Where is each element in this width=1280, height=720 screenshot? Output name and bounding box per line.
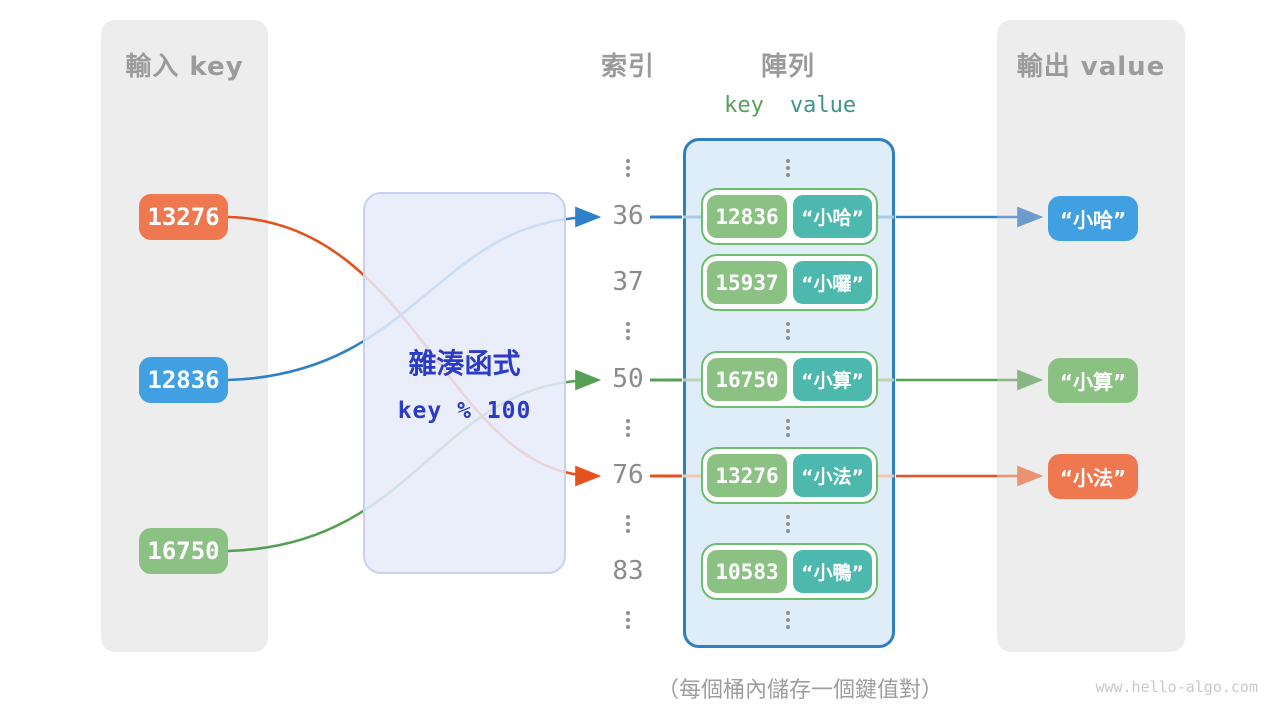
vertical-ellipsis-icon — [626, 322, 630, 326]
array-value-header: value — [789, 93, 857, 118]
vertical-ellipsis-icon — [626, 159, 630, 163]
bucket-row-83: 10583 “小鴨” — [701, 543, 878, 600]
bucket-key: 13276 — [707, 454, 787, 497]
bucket-row-37: 15937 “小囉” — [701, 254, 878, 311]
output-value-1-label: “小哈” — [1059, 208, 1127, 232]
bucket-key: 16750 — [707, 358, 787, 401]
vertical-ellipsis-icon — [626, 611, 630, 615]
figure-caption: （每個桶內儲存一個鍵值對） — [656, 678, 943, 703]
bucket-value: “小鴨” — [793, 550, 872, 593]
hash-function-name: 雜湊函式 — [408, 347, 521, 380]
bucket-value: “小囉” — [793, 261, 872, 304]
input-key-16750-label: 16750 — [147, 537, 220, 565]
index-36: 36 — [612, 201, 644, 231]
vertical-ellipsis-icon — [786, 419, 790, 423]
bucket-key: 10583 — [707, 550, 787, 593]
vertical-ellipsis-icon — [786, 159, 790, 163]
input-key-16750: 16750 — [139, 528, 228, 574]
output-value-2-label: “小算” — [1059, 370, 1127, 394]
input-key-12836-label: 12836 — [147, 366, 220, 394]
input-key-13276: 13276 — [139, 194, 228, 240]
input-key-12836: 12836 — [139, 357, 228, 403]
bucket-key: 15937 — [707, 261, 787, 304]
bucket-key: 12836 — [707, 195, 787, 238]
index-37: 37 — [612, 267, 644, 297]
output-panel-title: 輸出 value — [1016, 52, 1166, 82]
bucket-value: “小哈” — [793, 195, 872, 238]
vertical-ellipsis-icon — [786, 515, 790, 519]
output-value-2: “小算” — [1048, 358, 1138, 403]
hash-function-box: 雜湊函式 key % 100 — [363, 192, 566, 574]
hash-function-formula: key % 100 — [397, 398, 532, 424]
bucket-row-36: 12836 “小哈” — [701, 188, 878, 245]
output-value-1: “小哈” — [1048, 196, 1138, 241]
input-key-13276-label: 13276 — [147, 203, 220, 231]
output-panel — [997, 20, 1185, 652]
vertical-ellipsis-icon — [786, 611, 790, 615]
vertical-ellipsis-icon — [626, 515, 630, 519]
output-value-3-label: “小法” — [1059, 466, 1127, 490]
site-watermark: www.hello-algo.com — [1095, 678, 1258, 696]
bucket-row-50: 16750 “小算” — [701, 351, 878, 408]
index-83: 83 — [612, 556, 644, 586]
vertical-ellipsis-icon — [786, 322, 790, 326]
array-column-title: 陣列 — [760, 52, 815, 82]
vertical-ellipsis-icon — [626, 419, 630, 423]
bucket-value: “小法” — [793, 454, 872, 497]
array-key-header: key — [724, 93, 764, 118]
input-panel-title: 輸入 key — [125, 52, 244, 82]
bucket-value: “小算” — [793, 358, 872, 401]
index-column-title: 索引 — [600, 52, 655, 82]
output-value-3: “小法” — [1048, 454, 1138, 499]
index-50: 50 — [612, 364, 644, 394]
index-76: 76 — [612, 460, 644, 490]
bucket-row-76: 13276 “小法” — [701, 447, 878, 504]
